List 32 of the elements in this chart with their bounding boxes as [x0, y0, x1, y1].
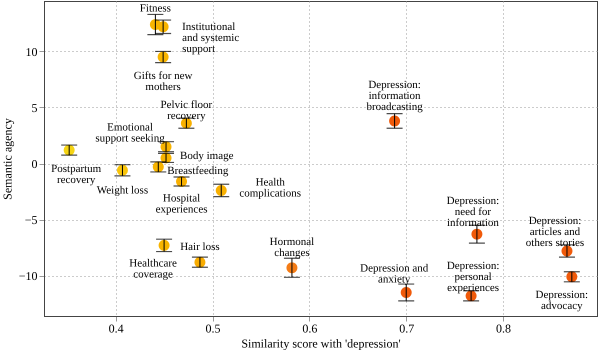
series-label: Health complications [239, 176, 302, 200]
x-tick-label: 0.8 [496, 322, 512, 336]
series-label: Depression: advocacy [536, 288, 588, 312]
series-label: Depression: need for information [446, 195, 500, 230]
y-tick-label: 0 [32, 157, 38, 172]
y-tick-label: −10 [18, 269, 38, 284]
series-label: Healthcare coverage [129, 257, 178, 280]
series-label: Institutional and systemic support [182, 20, 240, 55]
series-label: Depression: articles and others stories [526, 214, 584, 249]
series-label: Gifts for new mothers [134, 70, 193, 94]
series-label: Weight loss [96, 184, 148, 196]
series-label: Hospital experiences [156, 192, 208, 216]
x-tick-label: 0.7 [399, 322, 414, 336]
series-label: Hormonal changes [270, 236, 314, 259]
x-axis-title: Similarity score with 'depression' [241, 336, 401, 350]
series-label: Body image [180, 150, 234, 162]
series-label: Breastfeeding [167, 164, 229, 177]
x-tick-label: 0.6 [302, 322, 318, 336]
series-label: Pelvic floor recovery [160, 99, 213, 122]
x-tick-label: 0.4 [108, 322, 124, 336]
series-label: Emotional support seeking [95, 122, 166, 145]
series-label: Fitness [140, 2, 171, 15]
series-label: Depression and anxiety [360, 262, 429, 286]
y-axis-title: Semantic agency [0, 118, 15, 200]
y-tick-label: −5 [24, 213, 38, 228]
y-tick-label: 5 [32, 100, 38, 115]
x-tick-label: 0.5 [206, 322, 221, 336]
series-label: Depression: information broadcasting [366, 78, 424, 113]
series-label: Postpartum recovery [51, 163, 102, 186]
series-label: Depression: personal experiences [446, 260, 500, 294]
y-tick-label: 10 [26, 44, 38, 59]
series-label: Hair loss [180, 241, 220, 254]
